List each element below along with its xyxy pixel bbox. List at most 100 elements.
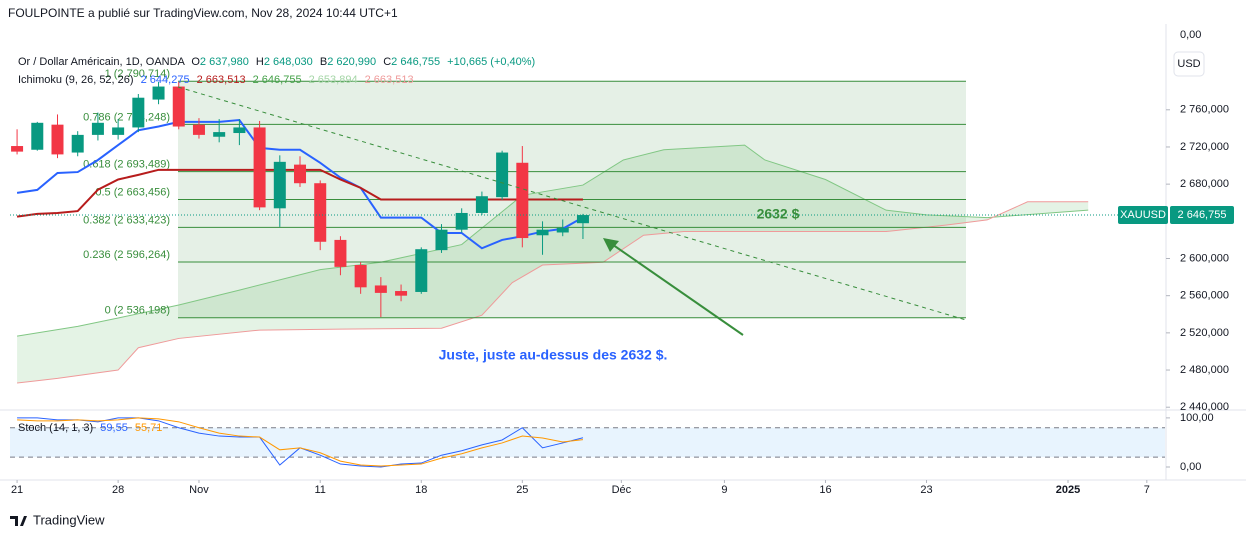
- y-tick-label: 2 440,000: [1180, 401, 1229, 413]
- ichimoku-value: 2 663,513: [365, 74, 414, 86]
- x-tick-label: 9: [721, 484, 727, 496]
- symbol: Or / Dollar Américain, 1D, OANDA: [18, 56, 186, 68]
- legend-stoch: Stoch (14, 1, 3) 59,55 55,71: [18, 422, 162, 434]
- fib-label: 0.5 (2 663,456): [95, 186, 170, 198]
- candle-body: [132, 97, 145, 128]
- candle-body: [374, 285, 387, 293]
- x-tick-label: 18: [415, 484, 427, 496]
- candle-body: [213, 132, 226, 137]
- stoch-tick-label: 0,00: [1180, 461, 1201, 473]
- x-tick-label: 28: [112, 484, 124, 496]
- fib-label: 1 (2 790,714): [105, 68, 170, 80]
- candle-body: [253, 127, 266, 208]
- candle-body: [475, 196, 488, 213]
- x-tick-label: Déc: [612, 484, 632, 496]
- candle-body: [576, 215, 589, 224]
- stoch-k: 59,55: [100, 422, 128, 434]
- candle-body: [152, 86, 165, 100]
- ichimoku-value: 2 646,755: [253, 74, 302, 86]
- candle-body: [11, 146, 24, 152]
- stoch-line: [17, 417, 584, 467]
- stoch-d: 55,71: [135, 422, 163, 434]
- arrow-head: [603, 238, 619, 252]
- brand-name: TradingView: [33, 512, 105, 527]
- y-tick-label: 2 720,000: [1180, 141, 1229, 153]
- b-label: B: [320, 56, 327, 68]
- stoch-band: [10, 427, 1165, 458]
- x-tick-label: 21: [11, 484, 23, 496]
- candle-body: [91, 122, 104, 135]
- ichimoku-value: 2 644,275: [141, 74, 190, 86]
- x-tick-label: 25: [516, 484, 528, 496]
- y-tick-label: 2 560,000: [1180, 290, 1229, 302]
- stoch-tick-label: 100,00: [1180, 412, 1214, 424]
- candle-body: [71, 134, 84, 153]
- ichimoku-value: 2 663,513: [197, 74, 246, 86]
- h-label: H: [256, 56, 264, 68]
- fib-label: 0.618 (2 693,489): [83, 159, 170, 171]
- b-value: 2 620,990: [327, 56, 376, 68]
- candle-body: [435, 229, 448, 251]
- x-tick-label: 2025: [1056, 484, 1080, 496]
- legend-ohlc: Or / Dollar Américain, 1D, OANDA O2 637,…: [18, 56, 535, 68]
- candle-body: [51, 124, 64, 155]
- candle-body: [192, 124, 205, 135]
- candle-body: [112, 127, 125, 135]
- c-label: C: [383, 56, 391, 68]
- price-label: 2 646,755: [1178, 209, 1227, 221]
- ichimoku-name: Ichimoku (9, 26, 52, 26): [18, 74, 134, 86]
- candle-body: [395, 291, 408, 296]
- brand: TradingView: [10, 512, 105, 527]
- comment: Juste, juste au-dessus des 2632 $.: [439, 347, 668, 363]
- fib-label: 0.382 (2 633,423): [83, 214, 170, 226]
- candle-body: [31, 122, 44, 150]
- fib-label: 0.236 (2 596,264): [83, 249, 170, 261]
- y-tick-label: 2 680,000: [1180, 178, 1229, 190]
- axis-top-label: 0,00: [1180, 29, 1201, 41]
- candle-body: [172, 86, 185, 127]
- candle-body: [415, 249, 428, 292]
- candle-body: [314, 183, 327, 242]
- change: +10,665 (+0,40%): [447, 56, 535, 68]
- fib-label: 0.786 (2 744,248): [83, 111, 170, 123]
- fib-label: 0 (2 536,198): [105, 305, 170, 317]
- h-value: 2 648,030: [264, 56, 313, 68]
- header: FOULPOINTE a publié sur TradingView.com,…: [8, 6, 398, 20]
- symbol-box: [1118, 206, 1168, 225]
- currency: USD: [1177, 58, 1200, 70]
- candle-body: [294, 164, 307, 184]
- logo: [10, 516, 27, 526]
- x-tick-label: 23: [920, 484, 932, 496]
- x-tick-label: 7: [1144, 484, 1150, 496]
- x-tick-label: 16: [819, 484, 831, 496]
- cloud-span-a: [16, 144, 1089, 337]
- y-tick-label: 2 760,000: [1180, 104, 1229, 116]
- symbol-label: XAUUSD: [1120, 209, 1166, 221]
- ichimoku-value: 2 653,894: [309, 74, 358, 86]
- x-tick-label: 11: [315, 484, 326, 496]
- candle-body: [516, 162, 529, 239]
- y-tick-label: 2 600,000: [1180, 252, 1229, 264]
- ichimoku-line: [16, 118, 584, 250]
- candle-body: [496, 152, 509, 198]
- candle-body: [556, 227, 569, 233]
- legend: Or / Dollar Américain, 1D, OANDA O2 637,…: [18, 56, 535, 434]
- candle-body: [354, 265, 367, 288]
- candle-body: [536, 229, 549, 236]
- o-value: 2 637,980: [200, 56, 249, 68]
- candle-body: [334, 239, 347, 267]
- price-box: [1170, 206, 1234, 225]
- candle-body: [455, 212, 468, 230]
- trend-line: [177, 86, 967, 321]
- candle-body: [233, 127, 246, 134]
- stoch-name: Stoch (14, 1, 3): [18, 422, 93, 434]
- currency-box[interactable]: [1173, 51, 1205, 77]
- o-label: O: [191, 56, 200, 68]
- level-text: 2632 $: [757, 206, 800, 222]
- legend-ichimoku: Ichimoku (9, 26, 52, 26) 2 644,275 2 663…: [18, 74, 414, 86]
- c-value: 2 646,755: [391, 56, 440, 68]
- y-tick-label: 2 480,000: [1180, 364, 1229, 376]
- x-tick-label: Nov: [189, 484, 209, 496]
